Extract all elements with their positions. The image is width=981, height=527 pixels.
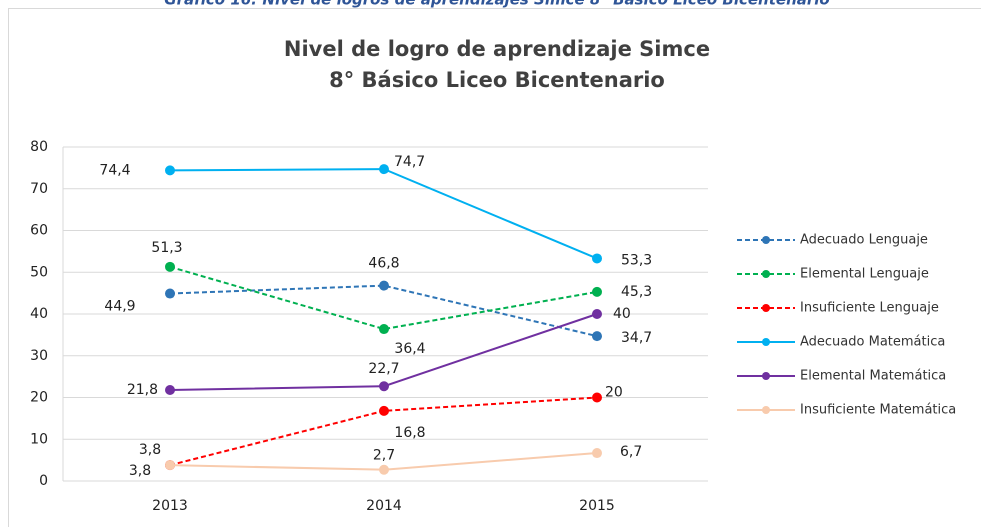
point bbox=[379, 324, 389, 335]
data-label: 74,4 bbox=[99, 162, 130, 178]
point bbox=[592, 331, 602, 342]
point bbox=[379, 405, 389, 416]
y-tick-label: 70 bbox=[30, 181, 48, 197]
point bbox=[379, 280, 389, 291]
data-label: 40 bbox=[613, 306, 631, 322]
data-label: 16,8 bbox=[394, 425, 425, 441]
data-label: 20 bbox=[605, 385, 623, 401]
y-tick-label: 10 bbox=[30, 431, 48, 447]
y-tick-label: 30 bbox=[30, 348, 48, 364]
y-tick-label: 0 bbox=[39, 473, 48, 489]
data-label: 36,4 bbox=[394, 341, 425, 357]
legend-marker bbox=[762, 338, 770, 346]
point bbox=[592, 448, 602, 459]
legend-marker bbox=[762, 270, 770, 278]
legend-label: Adecuado Lenguaje bbox=[800, 233, 928, 248]
legend-marker bbox=[762, 372, 770, 380]
legend-label: Insuficiente Matemática bbox=[800, 403, 956, 418]
legend-label: Elemental Lenguaje bbox=[800, 267, 929, 282]
y-tick-label: 50 bbox=[30, 264, 48, 280]
chart-title: 8° Básico Liceo Bicentenario bbox=[329, 68, 665, 92]
point bbox=[379, 464, 389, 475]
x-tick-label: 2013 bbox=[152, 498, 188, 514]
legend-marker bbox=[762, 406, 770, 414]
point bbox=[165, 288, 175, 299]
series-line bbox=[169, 265, 598, 331]
data-label: 74,7 bbox=[394, 154, 425, 170]
data-label: 46,8 bbox=[368, 256, 399, 272]
chart-border bbox=[8, 8, 981, 527]
y-tick-label: 40 bbox=[30, 306, 48, 322]
data-label: 34,7 bbox=[621, 330, 652, 346]
y-tick-label: 60 bbox=[30, 223, 48, 239]
legend-label: Insuficiente Lenguaje bbox=[800, 301, 939, 316]
point bbox=[379, 381, 389, 392]
point bbox=[165, 165, 175, 176]
point bbox=[379, 164, 389, 175]
x-tick-label: 2015 bbox=[579, 498, 615, 514]
legend-marker bbox=[762, 304, 770, 312]
legend-label: Adecuado Matemática bbox=[800, 335, 945, 350]
x-tick-label: 2014 bbox=[366, 498, 402, 514]
data-label: 22,7 bbox=[368, 361, 399, 377]
data-label: 51,3 bbox=[151, 240, 182, 256]
data-label: 6,7 bbox=[620, 444, 642, 460]
point bbox=[165, 384, 175, 395]
data-label: 45,3 bbox=[621, 284, 652, 300]
point bbox=[592, 286, 602, 297]
data-label: 53,3 bbox=[621, 252, 652, 268]
data-label: 2,7 bbox=[373, 448, 395, 464]
point bbox=[592, 309, 602, 319]
point bbox=[592, 253, 602, 264]
y-tick-label: 80 bbox=[30, 139, 48, 155]
caption: Gráfico 16: Nivel de logros de aprendiza… bbox=[164, 0, 829, 9]
series-line bbox=[169, 168, 598, 260]
y-tick-label: 20 bbox=[30, 390, 48, 406]
legend-label: Elemental Matemática bbox=[800, 369, 946, 384]
data-label: 21,8 bbox=[127, 382, 158, 398]
legend-marker bbox=[762, 236, 770, 244]
data-label: 44,9 bbox=[104, 299, 135, 315]
point bbox=[165, 460, 175, 471]
point bbox=[592, 392, 602, 403]
series-line bbox=[169, 284, 598, 338]
data-label: 3,8 bbox=[139, 442, 161, 458]
chart-title: Nivel de logro de aprendizaje Simce bbox=[284, 37, 710, 61]
point bbox=[165, 261, 175, 272]
data-label: 3,8 bbox=[129, 463, 151, 479]
